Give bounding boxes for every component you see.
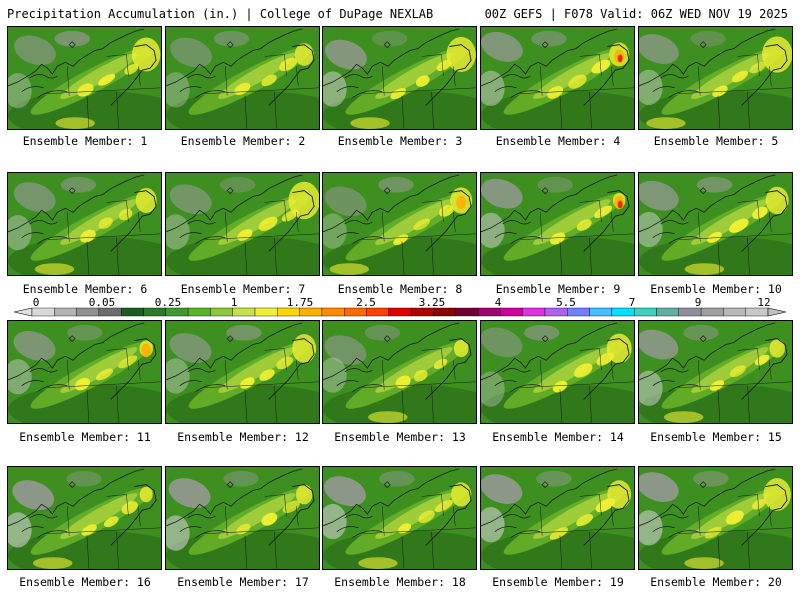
ensemble-member-label: Ensemble Member: 10: [650, 282, 782, 296]
colorbar-swatch: [76, 307, 100, 317]
colorbar-swatch: [187, 307, 211, 317]
colorbar-swatch: [410, 307, 434, 317]
ensemble-member-map: [638, 26, 793, 130]
colorbar-swatch: [366, 307, 390, 317]
colorbar-swatch: [31, 307, 55, 317]
colorbar-swatch: [232, 307, 256, 317]
ensemble-member-label: Ensemble Member: 7: [180, 282, 306, 296]
colorbar-swatch: [633, 307, 657, 317]
colorbar-swatch: [745, 307, 769, 317]
ensemble-member-map: [638, 320, 793, 424]
colorbar-tick-label: 0.25: [154, 296, 182, 309]
ensemble-member-label: Ensemble Member: 12: [177, 430, 309, 444]
ensemble-member-label: Ensemble Member: 6: [22, 282, 148, 296]
ensemble-member-label: Ensemble Member: 17: [177, 575, 309, 589]
colorbar-left-arrow: [13, 307, 33, 317]
ensemble-member-map: [638, 172, 793, 276]
colorbar-tick-label: 0.05: [88, 296, 116, 309]
colorbar-swatch: [210, 307, 233, 317]
ensemble-member-label: Ensemble Member: 13: [334, 430, 466, 444]
colorbar-swatch: [143, 307, 167, 317]
colorbar-swatch: [98, 307, 122, 317]
colorbar-tick-label: 1.75: [286, 296, 314, 309]
colorbar-tick-label: 1: [230, 296, 238, 309]
colorbar-swatch: [344, 307, 367, 317]
colorbar-swatch: [388, 307, 412, 317]
colorbar-tick-label: 7: [628, 296, 636, 309]
ensemble-member-map: [165, 172, 320, 276]
ensemble-member-map: [165, 320, 320, 424]
ensemble-member-label: Ensemble Member: 20: [650, 575, 782, 589]
colorbar-swatch: [277, 307, 300, 317]
header-valid-time: 00Z GEFS | F078 Valid: 06Z WED NOV 19 20…: [484, 7, 788, 21]
colorbar-swatch: [589, 307, 613, 317]
colorbar-swatch: [522, 307, 546, 317]
ensemble-member-map: [7, 172, 162, 276]
colorbar-swatch: [433, 307, 456, 317]
ensemble-member-map: [165, 26, 320, 130]
colorbar-swatch: [723, 307, 746, 317]
colorbar-swatch: [611, 307, 635, 317]
colorbar-swatch: [299, 307, 323, 317]
ensemble-member-label: Ensemble Member: 18: [334, 575, 466, 589]
ensemble-member-label: Ensemble Member: 19: [492, 575, 624, 589]
ensemble-member-map: [480, 26, 635, 130]
colorbar-swatch: [678, 307, 702, 317]
ensemble-member-label: Ensemble Member: 3: [337, 134, 463, 148]
colorbar-swatch: [54, 307, 77, 317]
colorbar-swatch: [455, 307, 479, 317]
ensemble-member-map: [165, 466, 320, 570]
ensemble-member-map: [322, 26, 477, 130]
colorbar-swatch: [477, 307, 501, 317]
ensemble-member-label: Ensemble Member: 1: [22, 134, 148, 148]
ensemble-member-label: Ensemble Member: 11: [19, 430, 151, 444]
colorbar-swatch: [165, 307, 189, 317]
colorbar-swatch: [544, 307, 568, 317]
colorbar-swatch: [500, 307, 523, 317]
colorbar-swatch: [656, 307, 679, 317]
colorbar-tick-label: 9: [694, 296, 702, 309]
colorbar-tick-label: 0: [32, 296, 40, 309]
ensemble-member-label: Ensemble Member: 16: [19, 575, 151, 589]
ensemble-member-map: [480, 172, 635, 276]
ensemble-member-map: [7, 466, 162, 570]
ensemble-member-map: [7, 26, 162, 130]
ensemble-member-label: Ensemble Member: 2: [180, 134, 306, 148]
colorbar-tick-label: 3.25: [418, 296, 446, 309]
ensemble-member-map: [322, 466, 477, 570]
colorbar-tick-label: 5.5: [556, 296, 576, 309]
colorbar-swatch: [567, 307, 590, 317]
ensemble-member-label: Ensemble Member: 4: [495, 134, 621, 148]
colorbar-right-arrow: [767, 307, 787, 317]
ensemble-member-label: Ensemble Member: 9: [495, 282, 621, 296]
ensemble-member-map: [480, 466, 635, 570]
header-title: Precipitation Accumulation (in.) | Colle…: [7, 7, 434, 21]
ensemble-member-map: [638, 466, 793, 570]
ensemble-member-label: Ensemble Member: 5: [653, 134, 779, 148]
ensemble-member-map: [322, 320, 477, 424]
ensemble-member-map: [480, 320, 635, 424]
ensemble-member-map: [7, 320, 162, 424]
colorbar-swatch: [321, 307, 345, 317]
ensemble-member-label: Ensemble Member: 8: [337, 282, 463, 296]
colorbar-swatch: [700, 307, 724, 317]
colorbar-swatch: [254, 307, 278, 317]
colorbar-tick-label: 12: [757, 296, 771, 309]
colorbar-swatch: [121, 307, 144, 317]
colorbar: [13, 307, 787, 317]
colorbar-tick-label: 2.5: [356, 296, 376, 309]
ensemble-member-label: Ensemble Member: 15: [650, 430, 782, 444]
ensemble-member-label: Ensemble Member: 14: [492, 430, 624, 444]
colorbar-tick-label: 4: [494, 296, 502, 309]
ensemble-member-map: [322, 172, 477, 276]
